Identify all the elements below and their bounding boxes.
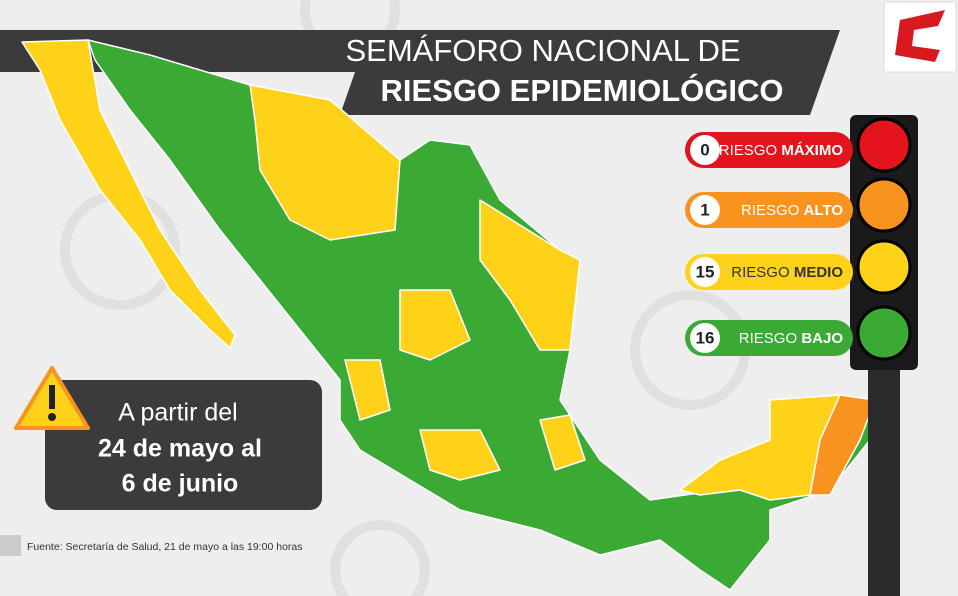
- notice-line: 6 de junio: [122, 470, 239, 498]
- source-marker: [0, 535, 21, 556]
- lamp: [856, 239, 912, 295]
- region: [249, 84, 401, 241]
- legend-level: ALTO: [804, 202, 844, 219]
- legend-label: RIESGO BAJO: [739, 330, 844, 347]
- legend-label-text: RIESGO: [719, 142, 777, 159]
- title-line: RIESGO EPIDEMIOLÓGICO: [380, 72, 783, 108]
- lamp: [856, 305, 912, 361]
- warning-dot: [48, 413, 56, 421]
- logo-box: [883, 1, 957, 73]
- region: [419, 429, 501, 481]
- title-line: SEMÁFORO NACIONAL DE: [345, 33, 740, 68]
- notice-line: A partir del: [118, 399, 238, 427]
- warning-mark: [49, 385, 55, 409]
- legend-pill: [685, 320, 853, 356]
- lamps: [856, 117, 912, 361]
- legend-level: BAJO: [801, 330, 843, 347]
- pole: [868, 360, 900, 596]
- legend-count: 0: [700, 140, 709, 159]
- legend-label-text: RIESGO: [731, 264, 789, 281]
- legend-pill: [685, 132, 853, 168]
- legend-badge: [690, 257, 720, 287]
- legend-badge: [690, 323, 720, 353]
- legend-count: 1: [700, 200, 709, 219]
- region: [21, 39, 236, 349]
- logo: [895, 10, 945, 62]
- legend: 0 RIESGO MÁXIMO 1 RIESGO ALTO 15 RIESGO MEDIO…: [685, 132, 853, 356]
- notice-box: [45, 380, 322, 510]
- legend-level: MEDIO: [794, 264, 844, 281]
- lamp: [856, 177, 912, 233]
- legend-count: 16: [696, 328, 715, 347]
- lamp: [856, 117, 912, 173]
- region: [479, 199, 581, 351]
- region: [539, 414, 586, 471]
- legend-badge: [690, 135, 720, 165]
- legend-label: RIESGO MÁXIMO: [719, 142, 844, 159]
- legend-label-text: RIESGO: [739, 330, 797, 347]
- map: [21, 39, 876, 591]
- region: [399, 289, 471, 361]
- legend-level: MÁXIMO: [781, 142, 843, 159]
- legend-count: 15: [696, 262, 715, 281]
- source: Fuente: Secretaría de Salud, 21 de mayo …: [27, 541, 303, 553]
- region: [344, 359, 391, 421]
- legend-pill: [685, 192, 853, 228]
- notice-line: 24 de mayo al: [98, 435, 262, 463]
- legend-label: RIESGO ALTO: [741, 202, 843, 219]
- legend-pill: [685, 254, 853, 290]
- legend-label: RIESGO MEDIO: [731, 264, 843, 281]
- title-banner: [0, 30, 840, 115]
- legend-label-text: RIESGO: [741, 202, 799, 219]
- legend-badge: [690, 195, 720, 225]
